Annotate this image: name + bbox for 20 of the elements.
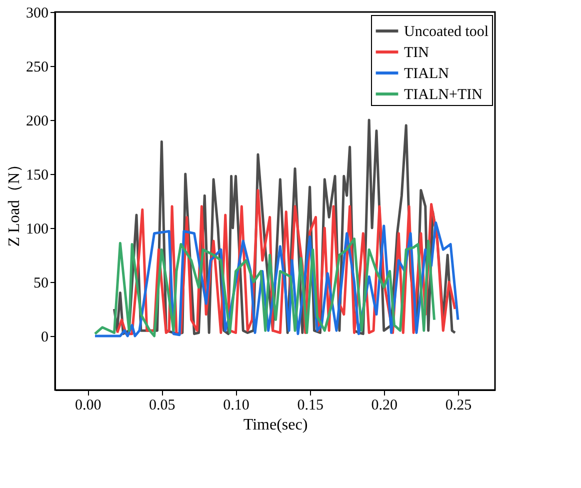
x-axis-title: Time(sec) [243, 416, 308, 434]
y-tick-label: 250 [26, 60, 48, 76]
y-tick-label: 0 [41, 330, 48, 346]
legend-label: Uncoated tool [404, 24, 489, 40]
y-tick-label: 150 [26, 168, 48, 184]
legend-label: TIN [404, 45, 430, 61]
y-axis-title: Z Load（N） [6, 156, 23, 247]
x-tick-label: 0.20 [371, 398, 398, 414]
x-tick-label: 0.25 [445, 398, 472, 414]
y-tick-label: 100 [26, 222, 48, 238]
x-tick-label: 0.05 [149, 398, 176, 414]
legend-label: TIALN [404, 66, 450, 82]
x-tick-label: 0.10 [223, 398, 250, 414]
line-series [94, 238, 436, 338]
x-tick-label: 0.15 [297, 398, 324, 414]
x-tick-label: 0.00 [74, 398, 102, 414]
y-tick-label: 300 [26, 6, 48, 22]
legend-label: TIALN+TIN [404, 87, 483, 103]
y-tick-label: 200 [26, 114, 48, 130]
y-tick-label: 50 [34, 276, 48, 292]
